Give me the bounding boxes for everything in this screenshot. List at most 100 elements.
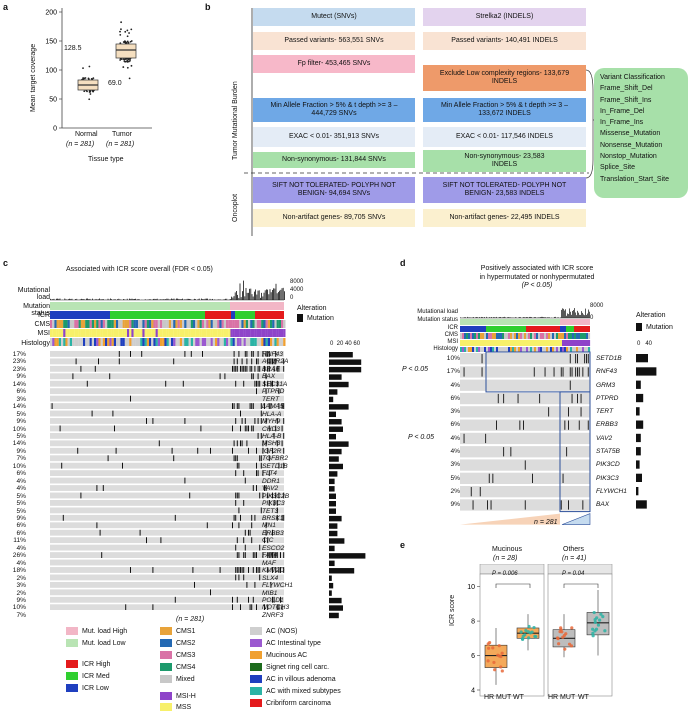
c-mutation: [184, 351, 186, 357]
c-histology-cell: [162, 338, 165, 346]
c-percent: 4%: [16, 559, 26, 567]
c-mutation: [77, 447, 79, 454]
c-mutation: [238, 552, 240, 558]
c-percent: 2%: [16, 574, 26, 582]
panel-c-alteration-mutation: Mutation: [297, 314, 334, 322]
d-gene-label: SETD1B: [596, 355, 622, 362]
d-msi-cell: [512, 340, 515, 346]
c-mutation: [278, 604, 280, 610]
d-msi-cell: [518, 340, 521, 346]
c-histology-cell: [265, 338, 268, 346]
c-cms-cell: [201, 320, 205, 328]
c-mutation: [249, 365, 251, 372]
c-load-bar: [209, 298, 211, 300]
c-gene-row: [50, 351, 284, 357]
panel-d-n: n = 281: [534, 519, 558, 526]
d-mutation: [575, 367, 577, 377]
d-histology-cell: [504, 347, 507, 352]
c-load-bar: [156, 298, 158, 300]
c-histology-cell: [155, 338, 158, 346]
indel-step-4: EXAC < 0.01- 117,546 INDELS: [423, 127, 586, 147]
c-mutation: [233, 403, 235, 409]
c-load-bar: [92, 298, 93, 300]
c-gene-row: [50, 425, 284, 432]
c-histology-cell: [248, 338, 251, 346]
legend-mutload-low: Mut. load Low: [66, 639, 126, 647]
d-load-bar: [540, 317, 541, 318]
d-percent: 17%: [446, 368, 460, 376]
d-mutation: [582, 367, 584, 377]
d-mutation: [553, 367, 555, 377]
c-msi-cell: [175, 329, 178, 337]
c-mutation: [257, 380, 259, 387]
c-mutation: [254, 581, 256, 588]
c-load-bar: [280, 289, 282, 300]
c-mutation: [283, 552, 285, 558]
d-load-bar: [534, 317, 535, 318]
c-mutation: [75, 358, 77, 365]
c-histology-cell: [144, 338, 147, 346]
d-cms-cell: [532, 333, 535, 339]
c-msi-cell: [252, 329, 255, 337]
c-freq-bar: [329, 486, 335, 492]
c-gene-label: TERT: [262, 395, 280, 403]
c-histology-cell: [272, 338, 275, 346]
d-msi-cell: [560, 340, 563, 346]
c-load-bar: [243, 280, 244, 300]
legend-hist-mixed: AC with mixed subtypes: [250, 687, 341, 695]
c-msi-cell: [109, 329, 112, 337]
c-mutation: [281, 514, 283, 521]
c-mutation: [281, 425, 283, 432]
c-gene-label: IGF2R: [262, 447, 282, 455]
c-cms-cell: [208, 320, 211, 328]
d-load-bar: [481, 316, 482, 318]
d-load-bar: [569, 308, 570, 318]
legend-mss: MSS: [160, 703, 191, 711]
c-percent: 5%: [16, 410, 26, 418]
d-cms-cell: [556, 333, 559, 339]
c-cms-cell: [184, 320, 187, 328]
c-freq-bar: [329, 582, 334, 589]
c-mutation: [246, 358, 248, 365]
group-mucinous: Mucinous: [492, 546, 522, 553]
d-load-bar: [468, 317, 469, 318]
c-gene-label: SETD1B: [262, 462, 288, 470]
c-load-bar: [176, 298, 177, 300]
c-load-bar: [138, 299, 140, 300]
d-cms-cell: [550, 333, 553, 339]
d-msi-cell: [468, 340, 471, 346]
d-histology-cell: [530, 347, 533, 352]
c-mutation: [249, 403, 251, 409]
c-gene-label: CHD3: [262, 425, 280, 433]
c-mutation: [257, 470, 259, 477]
c-load-bar: [126, 298, 128, 300]
c-msi-cell: [208, 329, 211, 337]
c-icr-segment: [110, 311, 205, 319]
a-point-normal: [88, 65, 91, 68]
c-cms-cell: [74, 320, 77, 328]
c-mutation: [283, 447, 285, 454]
a-point-tumor: [123, 58, 126, 61]
a-point-tumor: [126, 35, 129, 38]
c-mutation: [249, 529, 251, 536]
c-cms-cell: [133, 320, 136, 328]
a-point-tumor: [119, 33, 122, 36]
c-mutation: [265, 522, 267, 529]
panel-d-pval-1: P < 0.05: [402, 366, 429, 373]
c-load-bar: [189, 298, 190, 300]
c-histology-cell: [219, 338, 222, 346]
c-mutation: [254, 552, 256, 558]
c-msi-cell: [91, 329, 95, 337]
c-load-bar: [82, 298, 84, 300]
c-mutation: [192, 567, 194, 573]
c-msi-cell: [72, 329, 75, 337]
c-cms-cell: [85, 320, 88, 328]
d-cms-cell: [554, 333, 557, 339]
d-histology-cell: [562, 347, 565, 352]
c-msi-cell: [58, 329, 62, 337]
c-gene-label: SLX4: [262, 574, 279, 582]
c-gene-label: SEC31A: [262, 380, 288, 388]
c-mutation: [80, 492, 82, 499]
c-mutation: [236, 462, 238, 469]
d-load-bar: [557, 317, 558, 318]
